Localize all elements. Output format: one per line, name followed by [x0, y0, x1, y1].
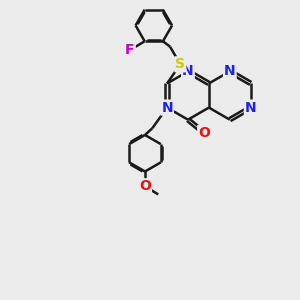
- Text: O: O: [198, 126, 210, 140]
- Text: N: N: [161, 100, 173, 115]
- Text: N: N: [182, 64, 194, 78]
- Text: F: F: [125, 43, 135, 57]
- Text: N: N: [224, 64, 236, 78]
- Text: O: O: [139, 179, 151, 193]
- Text: S: S: [175, 57, 185, 71]
- Text: N: N: [245, 100, 256, 115]
